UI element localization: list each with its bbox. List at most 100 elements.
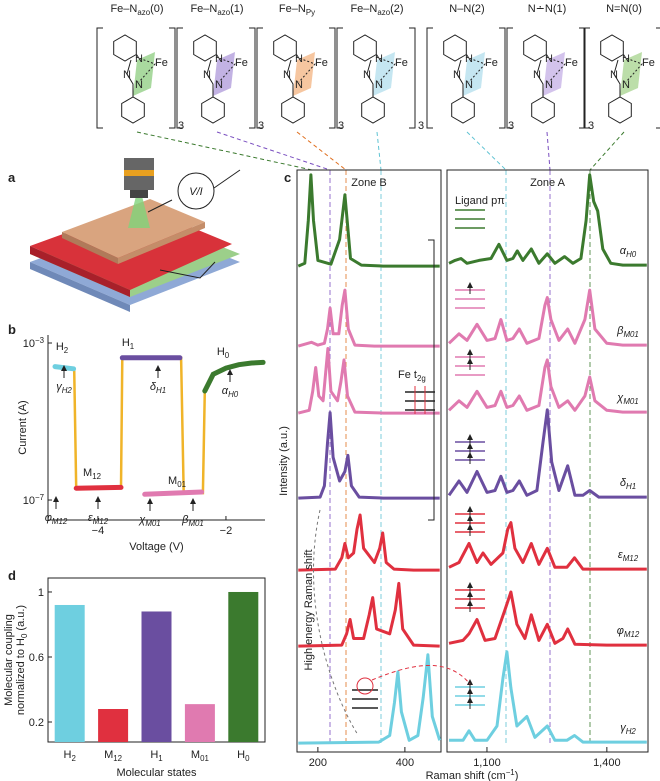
decoration xyxy=(373,52,395,96)
atom-label: N xyxy=(295,79,303,91)
decoration xyxy=(96,27,103,129)
x-tick-label: 1,400 xyxy=(593,757,621,769)
decoration xyxy=(579,27,586,129)
plot-frame xyxy=(446,169,649,753)
atom-label: Fe xyxy=(315,57,328,69)
spectrum xyxy=(298,581,440,648)
decoration xyxy=(463,52,485,96)
decoration xyxy=(293,52,315,96)
atom-label: N xyxy=(533,69,541,81)
decoration xyxy=(135,56,156,83)
decoration xyxy=(273,34,297,62)
atom-label: N xyxy=(545,53,553,65)
y-tick-label: 10−3 xyxy=(23,336,45,350)
y-tick-label: 1 xyxy=(38,587,44,599)
molecule-label: N∸N(1) xyxy=(528,3,567,15)
x-tick-label: M12 xyxy=(104,749,122,763)
y-tick-label: 0.2 xyxy=(29,717,44,729)
decoration xyxy=(256,27,263,129)
trace xyxy=(202,359,266,394)
decoration xyxy=(201,96,225,124)
atom-label: N xyxy=(123,69,131,81)
multiplicity: 3 xyxy=(508,120,514,132)
decoration xyxy=(499,27,506,129)
atom-label: N xyxy=(295,53,303,65)
state-label: H2 xyxy=(56,341,68,355)
atom-label: N xyxy=(545,79,553,91)
annotation: Ligand pπ xyxy=(455,195,505,207)
multiplicity: 3 xyxy=(258,120,264,132)
spectrum-label: χM01 xyxy=(616,392,638,406)
atom-label: Fe xyxy=(395,57,408,69)
decoration xyxy=(295,56,316,83)
decoration xyxy=(169,27,176,129)
decoration xyxy=(456,59,464,97)
bar xyxy=(98,709,129,742)
state-label: εM12 xyxy=(88,512,109,526)
decoration xyxy=(356,677,374,695)
bar xyxy=(184,704,215,742)
y-tick-label: 0.6 xyxy=(29,652,44,664)
atom-label: N xyxy=(610,69,618,81)
spectrum-label: δH1 xyxy=(620,477,636,491)
y-axis-label: normalized to H0 (a.u.) xyxy=(15,605,29,715)
x-axis-label: Voltage (V) xyxy=(129,541,183,553)
panel-label: c xyxy=(284,170,291,185)
decoration xyxy=(376,131,382,171)
atom-label: N xyxy=(465,53,473,65)
decoration xyxy=(361,96,385,124)
decoration xyxy=(206,59,214,97)
atom-label: Fe xyxy=(235,57,248,69)
molecule-label: N=N(0) xyxy=(606,3,642,15)
decoration xyxy=(329,27,336,129)
decoration xyxy=(121,96,145,124)
atom-label: N xyxy=(283,69,291,81)
atom-label: Fe xyxy=(155,57,168,69)
decoration xyxy=(281,96,305,124)
x-tick-label: 400 xyxy=(396,757,414,769)
decoration xyxy=(426,27,433,129)
decoration xyxy=(113,34,137,62)
decoration xyxy=(371,664,471,685)
spectrum xyxy=(298,513,440,572)
zone-title: Zone A xyxy=(530,177,566,189)
x-axis-label: Raman shift (cm−1) xyxy=(426,768,519,781)
y-axis-label: Intensity (a.u.) xyxy=(278,426,290,496)
decoration xyxy=(608,96,632,124)
state-label: χM01 xyxy=(138,514,160,528)
y-axis-label: Current (A) xyxy=(17,400,29,454)
decoration xyxy=(466,131,507,171)
state-label: αH0 xyxy=(222,385,239,399)
molecule-label: Fe–Nazo(1) xyxy=(190,3,243,17)
atom-label: N xyxy=(135,79,143,91)
decoration xyxy=(296,131,347,171)
spectrum xyxy=(298,411,440,500)
decoration xyxy=(249,27,256,129)
decoration xyxy=(336,27,343,129)
decoration xyxy=(600,34,624,62)
meter-label: V/I xyxy=(189,186,202,198)
spectrum-label: γH2 xyxy=(620,722,636,736)
decoration xyxy=(622,56,643,83)
x-tick-label: 1,100 xyxy=(473,757,501,769)
decoration xyxy=(465,56,486,83)
spectrum xyxy=(448,521,647,571)
atom-label: N xyxy=(203,69,211,81)
device-drawing xyxy=(30,158,241,312)
spectrum-label: αH0 xyxy=(620,245,637,259)
state-label: βM01 xyxy=(181,514,204,528)
spectrum xyxy=(448,590,647,647)
decoration xyxy=(366,59,374,97)
atom-label: N xyxy=(375,53,383,65)
y-axis-label: Molecular coupling xyxy=(3,614,15,706)
spectrum xyxy=(447,288,647,347)
decoration xyxy=(443,34,467,62)
atom-label: N xyxy=(375,79,383,91)
y-tick-label: 10−7 xyxy=(23,493,44,507)
spectrum xyxy=(297,173,440,268)
spectrum xyxy=(297,347,440,415)
decoration xyxy=(213,52,235,96)
multiplicity: 3 xyxy=(588,120,594,132)
annotation: Fe t2g xyxy=(398,369,426,383)
